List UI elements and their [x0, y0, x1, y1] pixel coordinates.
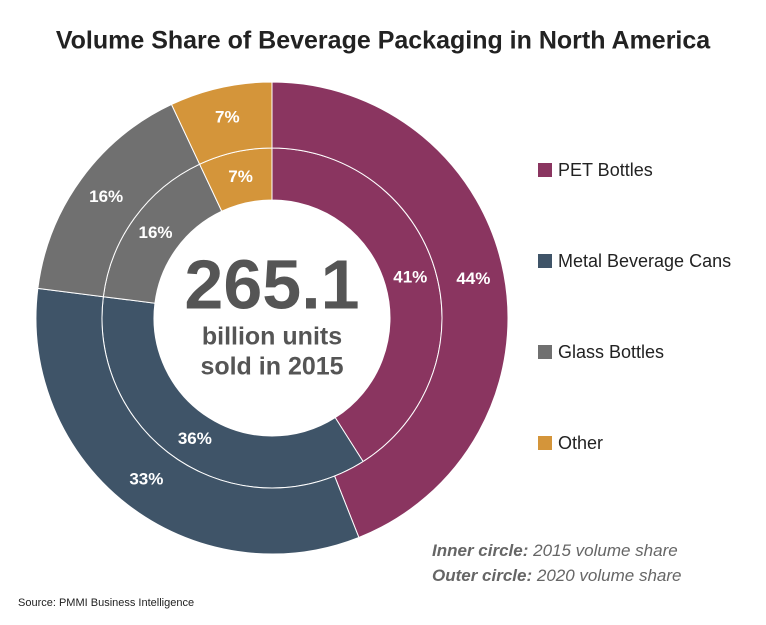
segment-label: 36% — [178, 429, 212, 448]
donut-segment — [170, 81, 273, 165]
chart-title: Volume Share of Beverage Packaging in No… — [56, 27, 711, 55]
segment-label: 7% — [215, 107, 240, 126]
center-text: billion units — [202, 323, 342, 351]
ring-note: Inner circle: 2015 volume share — [432, 541, 678, 560]
ring-note-name: Inner circle: — [432, 541, 528, 560]
ring-note-text: 2020 volume share — [536, 566, 682, 585]
segment-label: 33% — [129, 469, 163, 488]
segment-label: 7% — [228, 167, 253, 186]
donut-segment — [271, 81, 509, 539]
legend-label: Other — [558, 433, 603, 453]
segment-label: 16% — [138, 223, 172, 242]
legend-label: PET Bottles — [558, 160, 653, 180]
legend-swatch — [538, 254, 552, 268]
legend-swatch — [538, 436, 552, 450]
center-text: sold in 2015 — [200, 353, 343, 381]
legend-label: Metal Beverage Cans — [558, 251, 731, 271]
center-value: 265.1 — [184, 245, 359, 323]
segment-label: 41% — [393, 267, 427, 286]
source: Source: PMMI Business Intelligence — [18, 597, 194, 609]
legend-label: Glass Bottles — [558, 342, 664, 362]
donut-segment — [35, 287, 360, 555]
legend-swatch — [538, 345, 552, 359]
ring-note: Outer circle: 2020 volume share — [432, 566, 681, 585]
ring-note-name: Outer circle: — [432, 566, 532, 585]
legend-swatch — [538, 163, 552, 177]
ring-note-text: 2015 volume share — [532, 541, 678, 560]
segment-label: 16% — [89, 187, 123, 206]
segment-label: 44% — [456, 269, 490, 288]
